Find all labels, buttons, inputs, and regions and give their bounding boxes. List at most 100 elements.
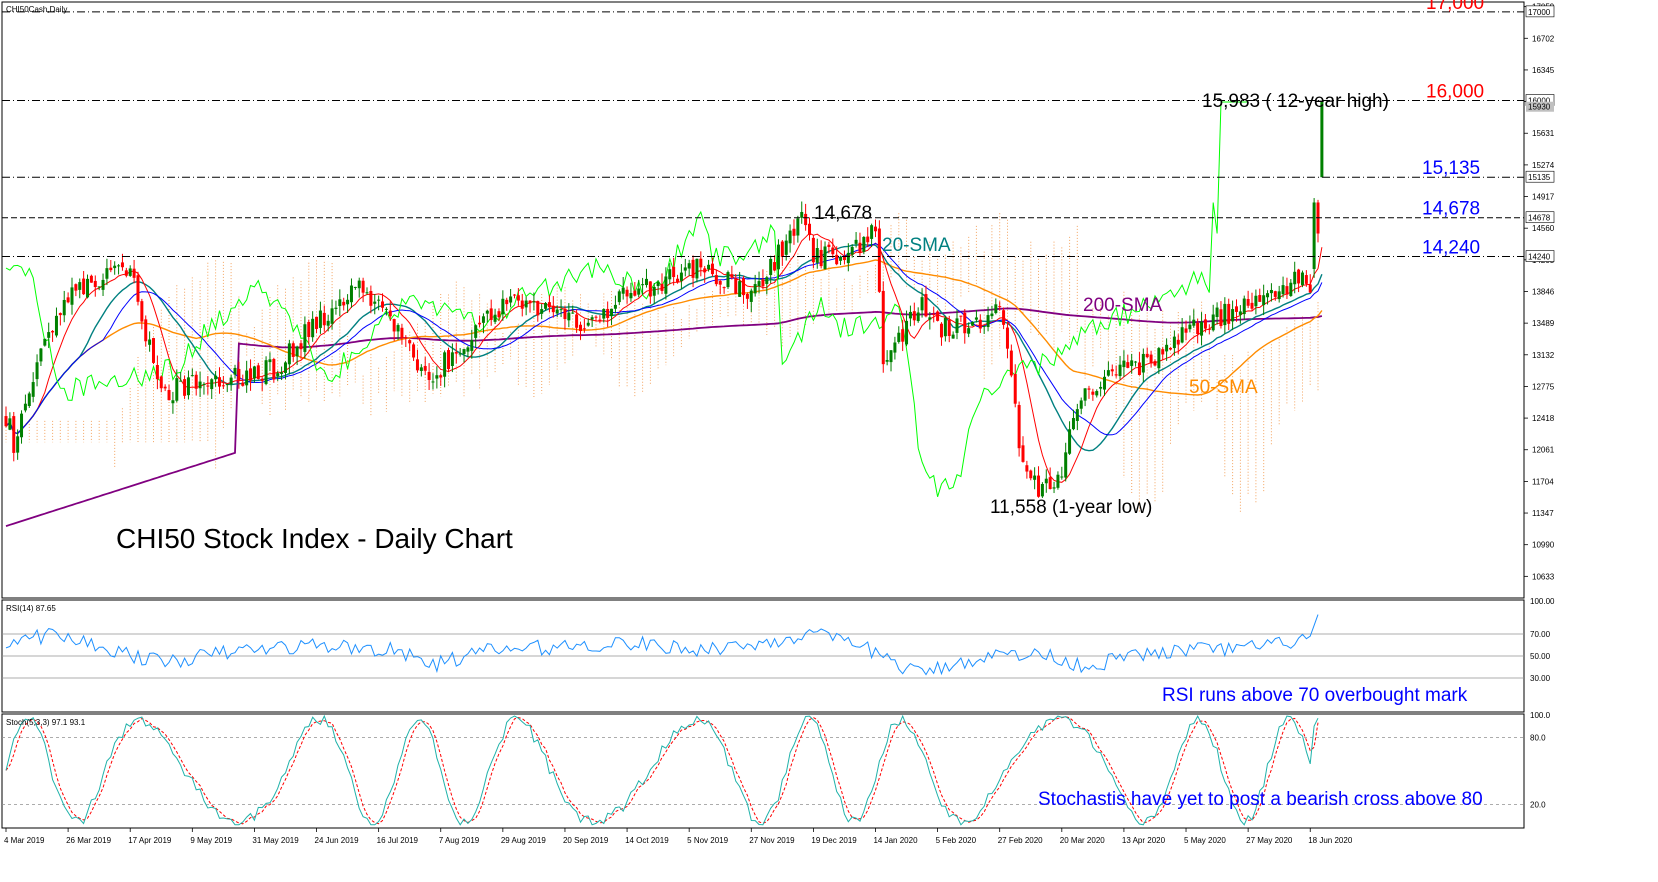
candle-body (982, 325, 986, 327)
rsi-panel: 30.00 50.00 70.00 100.00 (2, 597, 1555, 683)
candle-body (326, 320, 330, 326)
candle-body (1161, 349, 1165, 355)
candle-body (1095, 391, 1099, 396)
candle-body (765, 277, 769, 284)
candle-body (501, 298, 505, 315)
candle-body (1040, 483, 1044, 497)
candle-body (1285, 286, 1289, 295)
candle-body (664, 276, 668, 294)
candle-body (1211, 314, 1215, 331)
level-axis-box (1525, 170, 1555, 183)
candle-body (280, 372, 284, 374)
candle-body (1281, 285, 1285, 295)
candle-body (1207, 328, 1211, 330)
horizontal-levels: 17,000 17000 16,000 16000 15,135 15135 14,678 1… (2, 0, 1555, 262)
candle-body (1203, 319, 1207, 329)
candle-body (730, 274, 734, 278)
candle-body (252, 366, 256, 379)
candle-body (648, 281, 652, 297)
candle-body (454, 352, 458, 354)
candle-body (1068, 429, 1072, 454)
candle-body (586, 322, 590, 326)
candle-body (932, 314, 936, 316)
candle-body (396, 325, 400, 332)
candle-body (761, 279, 765, 287)
candle-body (547, 302, 551, 308)
level-label: 17,000 (1426, 0, 1484, 14)
candle-body (233, 367, 237, 375)
cloud-area (5, 213, 1319, 513)
stoch-k-line (5, 714, 1319, 826)
candle-body (132, 268, 136, 278)
current-price-label: 15930 (1528, 103, 1551, 112)
candle-body (520, 300, 524, 309)
candle-body (967, 328, 971, 334)
y-tick-label: 11704 (1532, 477, 1554, 486)
candle-body (974, 317, 978, 320)
candle-body (846, 252, 850, 264)
candle-body (1196, 322, 1200, 335)
candle-body (839, 256, 843, 261)
y-tick-label: 13132 (1532, 351, 1555, 360)
candle-body (509, 296, 513, 303)
rsi-tick-label: 100.00 (1530, 597, 1555, 606)
candle-body (815, 248, 819, 263)
candle-body (8, 418, 12, 430)
price-panel-header: CHI50Cash,Daily (6, 5, 67, 14)
candle-body (726, 272, 730, 288)
candle-body (458, 353, 462, 355)
date-tick-label: 24 Jun 2019 (315, 836, 360, 845)
candle-body (113, 265, 117, 269)
candle-body (1052, 487, 1056, 489)
candle-body (78, 282, 82, 290)
candle-body (912, 311, 916, 321)
candle-body (691, 259, 695, 278)
candle-body (916, 312, 920, 322)
candle-body (47, 332, 51, 338)
candle-body (12, 416, 16, 453)
candle-body (532, 301, 536, 303)
candle-body (598, 319, 602, 321)
candle-body (404, 337, 408, 339)
candle-body (4, 416, 8, 427)
candle-body (1103, 376, 1107, 390)
candle-body (536, 300, 540, 316)
y-tick-label: 10990 (1532, 541, 1555, 550)
candle-body (722, 287, 726, 289)
candle-body (74, 284, 78, 291)
candle-body (908, 311, 912, 319)
candle-body (89, 275, 93, 283)
level-axis-box (1525, 211, 1555, 224)
rsi-panel-header: RSI(14) 87.65 (6, 604, 56, 613)
candle-body (415, 359, 419, 371)
candle-body (617, 291, 621, 303)
candle-body (672, 266, 676, 278)
sma-50-line (5, 259, 1323, 435)
candle-body (105, 268, 109, 279)
candle-body (489, 308, 493, 320)
candle-body (1002, 310, 1006, 325)
candle-body (986, 315, 990, 328)
candle-body (808, 223, 812, 236)
candle-body (1071, 418, 1075, 430)
date-tick-label: 17 Apr 2019 (128, 836, 172, 845)
candle-body (1223, 303, 1227, 326)
candle-body (155, 365, 159, 380)
stoch-tick-label: 100.0 (1530, 711, 1551, 720)
date-tick-label: 26 Mar 2019 (66, 836, 111, 845)
date-tick-label: 5 May 2020 (1184, 836, 1226, 845)
candle-body (1153, 361, 1157, 366)
y-tick-label: 16702 (1532, 34, 1555, 43)
candle-body (1017, 405, 1021, 449)
candle-body (214, 375, 218, 380)
candle-body (990, 313, 994, 317)
y-tick-label: 13846 (1532, 287, 1555, 296)
stochastic-note: Stochastis have yet to post a bearish cr… (1038, 789, 1483, 810)
candle-body (357, 280, 361, 289)
y-tick-label: 11347 (1532, 509, 1554, 518)
candle-body (1145, 353, 1149, 358)
candle-body (780, 241, 784, 257)
y-tick-label: 12061 (1532, 446, 1555, 455)
candle-body (641, 284, 645, 286)
